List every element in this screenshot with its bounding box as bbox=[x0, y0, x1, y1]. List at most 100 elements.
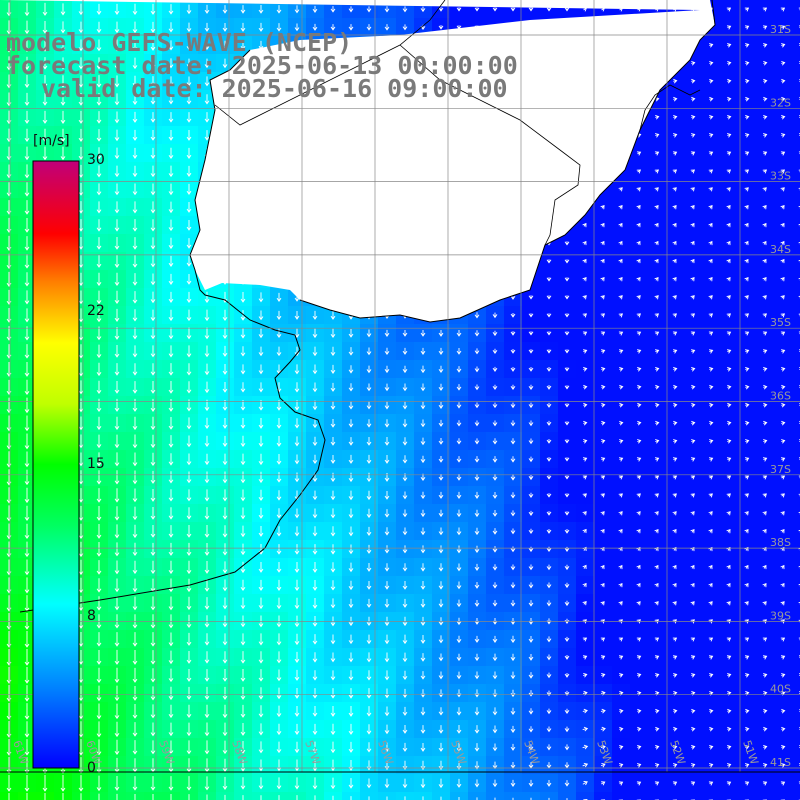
wind-arrow bbox=[708, 493, 713, 498]
wind-arrow bbox=[582, 457, 588, 462]
wind-arrow bbox=[456, 635, 462, 644]
wind-arrow bbox=[384, 688, 390, 699]
wind-arrow bbox=[458, 797, 460, 800]
wind-arrow bbox=[456, 617, 462, 626]
wind-arrow bbox=[204, 453, 210, 466]
wind-arrow bbox=[24, 631, 30, 648]
wind-arrow bbox=[726, 582, 731, 588]
wind-arrow bbox=[636, 637, 642, 642]
wind-arrow bbox=[168, 201, 174, 214]
wind-arrow bbox=[564, 744, 570, 751]
wind-arrow bbox=[726, 295, 731, 300]
wind-arrow bbox=[114, 254, 120, 268]
wind-arrow bbox=[240, 328, 246, 339]
wind-arrow bbox=[186, 632, 192, 646]
wind-arrow bbox=[583, 673, 588, 678]
wind-arrow bbox=[510, 402, 516, 409]
wind-arrow bbox=[709, 402, 714, 408]
wind-arrow bbox=[150, 255, 156, 268]
wind-arrow bbox=[654, 133, 660, 138]
wind-arrow bbox=[691, 726, 696, 732]
wind-arrow bbox=[114, 165, 120, 178]
wind-arrow bbox=[654, 276, 659, 282]
wind-arrow bbox=[781, 384, 786, 390]
wind-arrow bbox=[78, 308, 84, 323]
wind-arrow bbox=[366, 508, 372, 519]
wind-arrow bbox=[186, 453, 192, 466]
wind-arrow bbox=[24, 721, 30, 738]
wind-arrow bbox=[492, 528, 498, 535]
wind-arrow bbox=[582, 511, 587, 516]
wind-arrow bbox=[312, 454, 318, 465]
wind-arrow bbox=[438, 491, 444, 499]
wind-arrow bbox=[168, 40, 174, 51]
wind-arrow bbox=[330, 562, 336, 573]
wind-arrow bbox=[672, 187, 677, 192]
wind-arrow bbox=[726, 781, 732, 786]
wind-speed-cell bbox=[792, 72, 800, 90]
wind-arrow bbox=[258, 633, 264, 646]
wind-arrow bbox=[96, 183, 102, 196]
wind-arrow bbox=[132, 183, 138, 196]
wind-arrow bbox=[78, 57, 84, 70]
wind-arrow bbox=[744, 601, 749, 606]
wind-arrow bbox=[546, 511, 552, 516]
wind-arrow bbox=[727, 96, 732, 102]
wind-arrow bbox=[492, 564, 498, 571]
wind-arrow bbox=[744, 637, 750, 642]
wind-arrow bbox=[240, 561, 246, 574]
wind-arrow bbox=[474, 527, 480, 536]
wind-arrow bbox=[600, 763, 606, 768]
wind-arrow bbox=[96, 93, 102, 106]
wind-arrow bbox=[564, 403, 570, 408]
wind-arrow bbox=[116, 793, 118, 800]
wind-arrow bbox=[636, 313, 641, 318]
wind-arrow bbox=[132, 578, 138, 593]
wind-arrow bbox=[708, 349, 714, 354]
wind-arrow bbox=[384, 454, 390, 464]
wind-arrow bbox=[204, 94, 210, 105]
wind-arrow bbox=[492, 438, 498, 445]
wind-arrow bbox=[600, 475, 606, 480]
wind-arrow bbox=[132, 632, 138, 647]
wind-arrow bbox=[438, 778, 444, 789]
wind-arrow bbox=[438, 419, 444, 427]
wind-arrow bbox=[24, 451, 30, 468]
wind-arrow bbox=[276, 472, 282, 483]
wind-arrow bbox=[528, 726, 534, 733]
wind-arrow bbox=[24, 559, 30, 576]
wind-arrow bbox=[420, 725, 426, 734]
wind-arrow bbox=[186, 507, 192, 520]
wind-arrow bbox=[492, 653, 498, 662]
wind-arrow bbox=[294, 687, 300, 699]
wind-arrow bbox=[132, 740, 138, 755]
wind-arrow bbox=[258, 579, 264, 591]
wind-arrow bbox=[420, 365, 426, 374]
wind-arrow bbox=[96, 290, 102, 305]
wind-arrow bbox=[690, 475, 696, 480]
wind-arrow bbox=[78, 488, 84, 503]
wind-speed-cell bbox=[630, 792, 648, 800]
wind-arrow bbox=[258, 471, 264, 484]
wind-arrow bbox=[204, 615, 210, 628]
wind-arrow bbox=[691, 673, 696, 678]
wind-arrow bbox=[258, 453, 264, 466]
wind-arrow bbox=[474, 779, 480, 788]
wind-arrow bbox=[438, 617, 444, 626]
wind-arrow bbox=[204, 363, 210, 376]
wind-arrow bbox=[366, 401, 372, 410]
wind-arrow bbox=[708, 169, 714, 174]
wind-arrow bbox=[600, 708, 606, 714]
wind-arrow bbox=[348, 778, 354, 789]
wind-arrow bbox=[168, 507, 174, 520]
wind-arrow bbox=[456, 7, 462, 12]
wind-arrow bbox=[727, 744, 732, 750]
wind-arrow bbox=[132, 273, 138, 286]
wind-speed-cell bbox=[558, 792, 576, 800]
wind-arrow bbox=[78, 146, 84, 160]
wind-arrow bbox=[24, 739, 30, 756]
colorbar-unit: [m/s] bbox=[33, 133, 70, 149]
wind-arrow bbox=[438, 581, 444, 590]
wind-arrow bbox=[780, 187, 785, 192]
wind-arrow bbox=[330, 526, 336, 537]
